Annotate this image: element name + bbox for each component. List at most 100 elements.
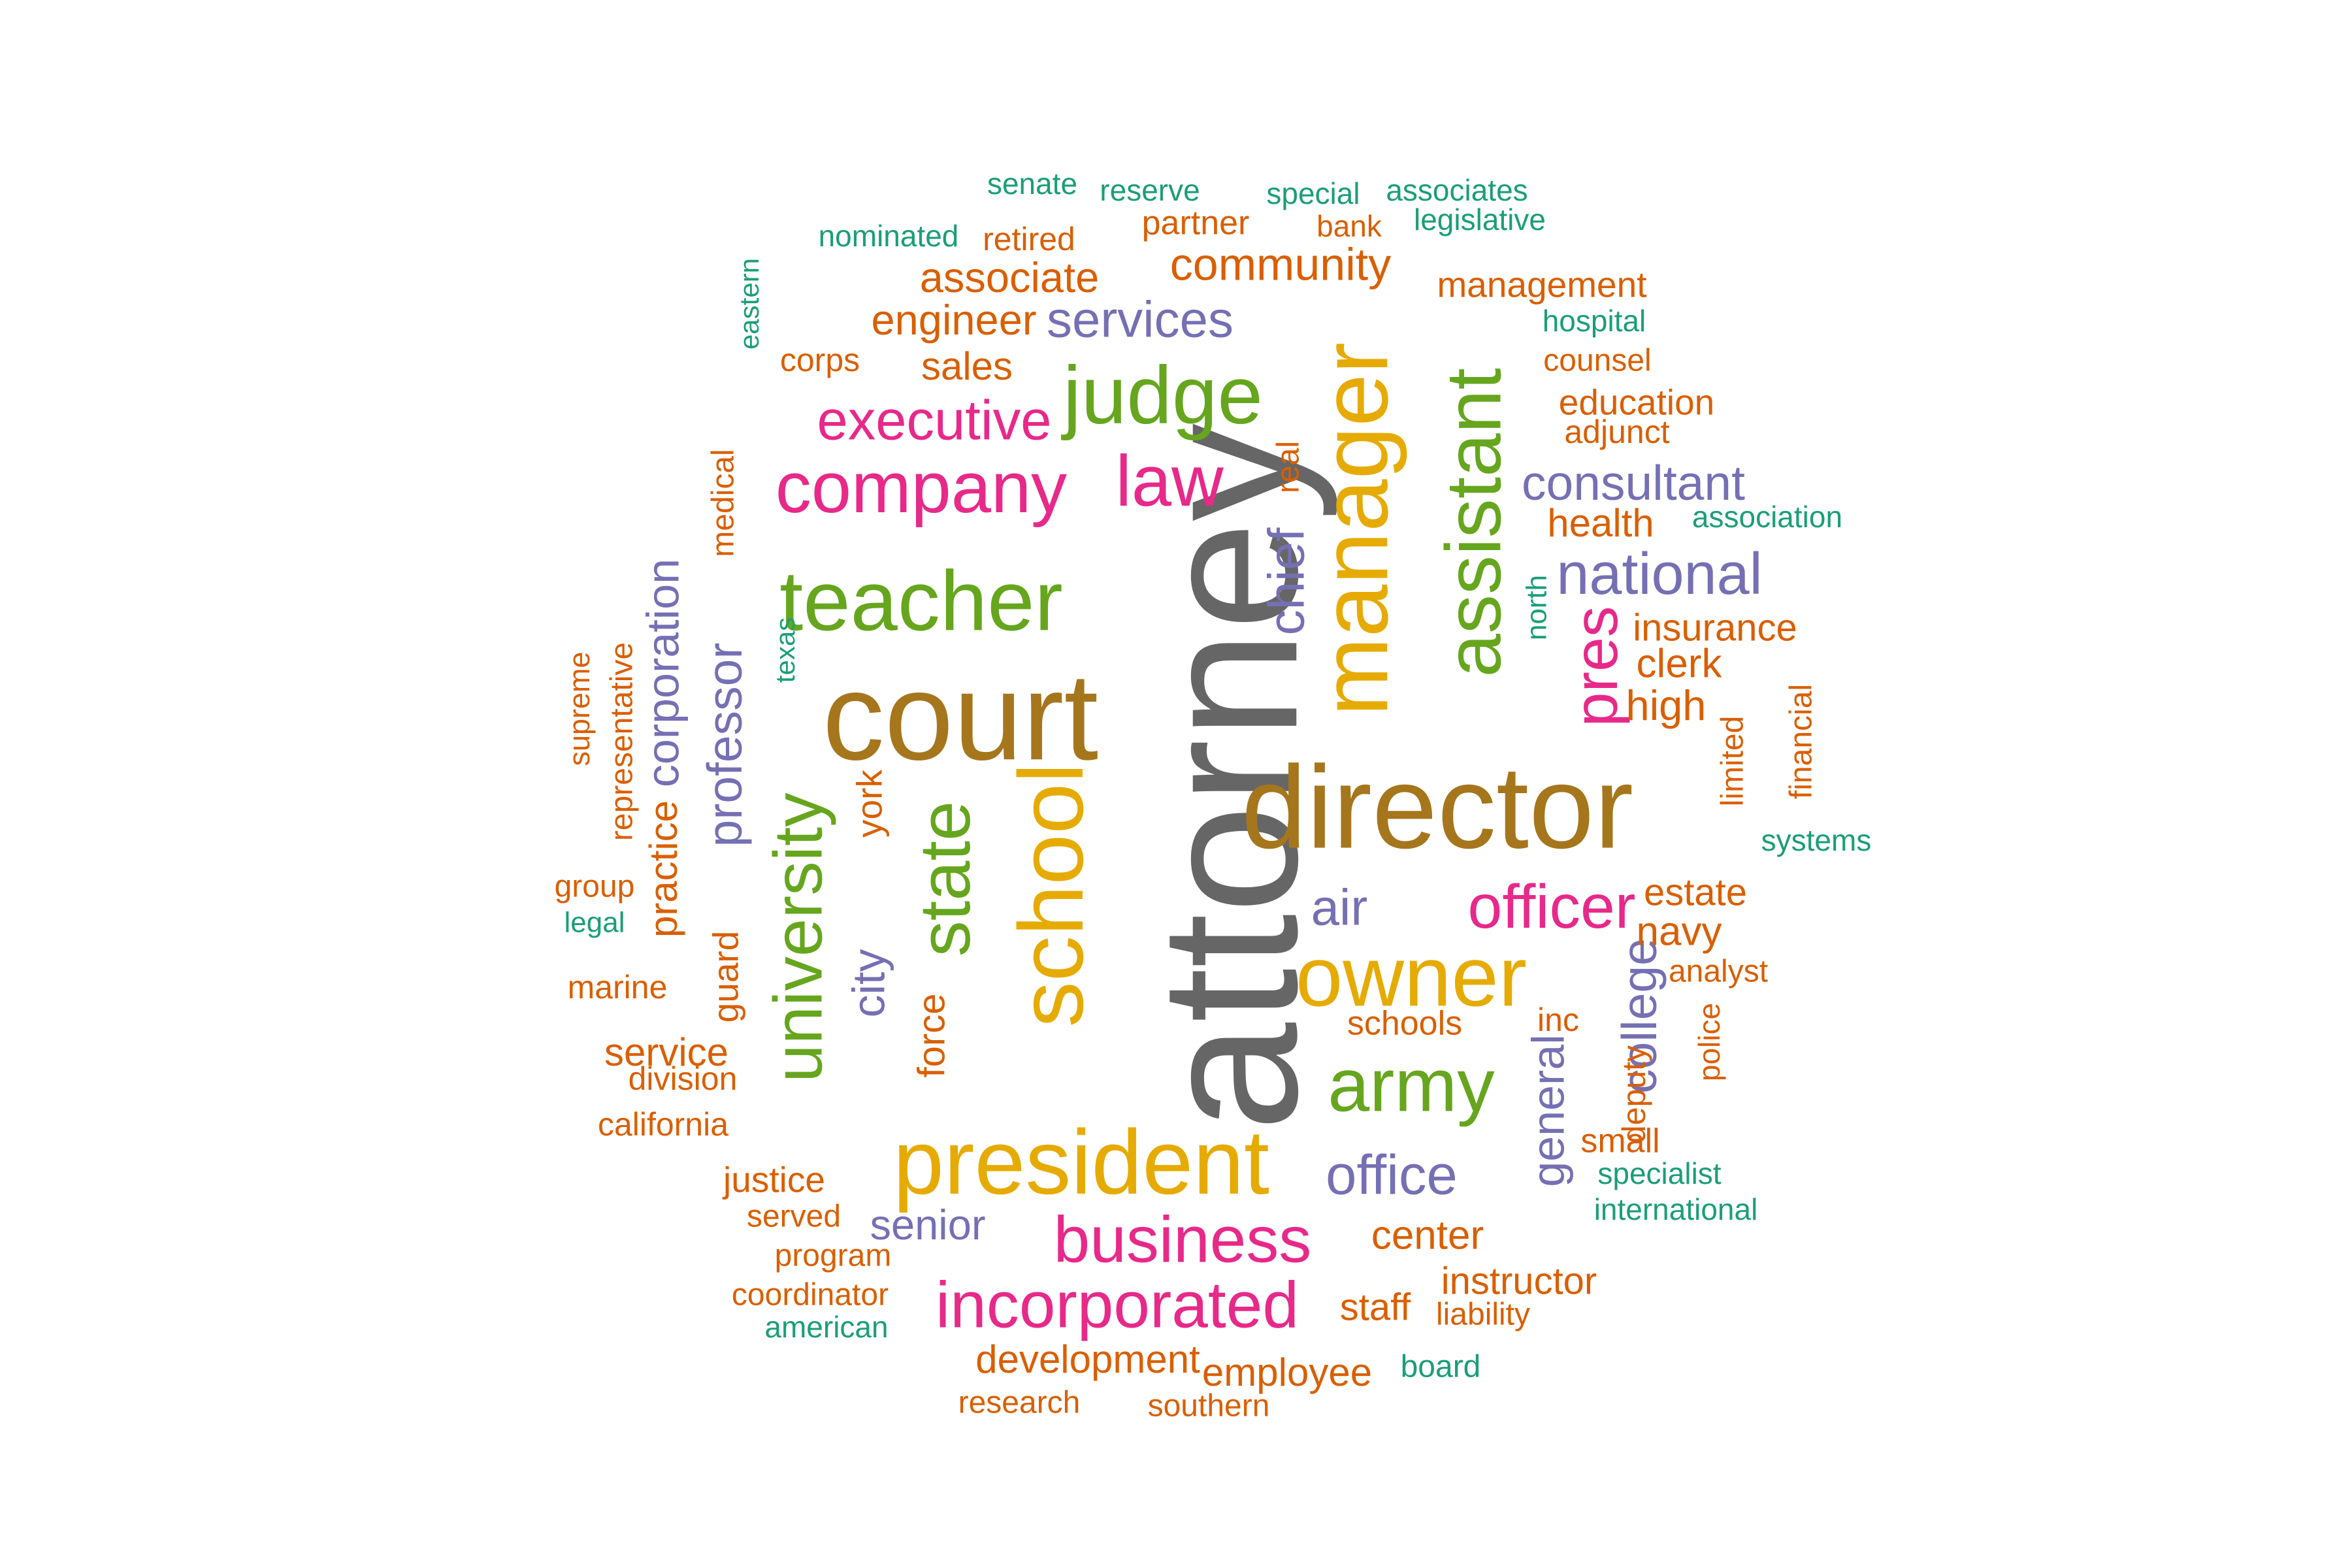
word-office: office <box>1326 1144 1458 1206</box>
word-york: york <box>849 770 890 838</box>
word-financial: financial <box>1784 684 1819 799</box>
word-justice: justice <box>722 1160 825 1200</box>
word-employee: employee <box>1202 1350 1372 1394</box>
word-schools: schools <box>1347 1005 1462 1043</box>
word-program: program <box>775 1239 892 1273</box>
word-liability: liability <box>1436 1298 1530 1332</box>
word-navy: navy <box>1637 909 1722 954</box>
word-development: development <box>975 1337 1200 1381</box>
word-manager: manager <box>1301 342 1407 716</box>
word-court: court <box>823 647 1098 786</box>
word-reserve: reserve <box>1100 173 1200 207</box>
word-president: president <box>893 1111 1269 1213</box>
word-medical: medical <box>706 449 741 557</box>
word-engineer: engineer <box>872 296 1037 344</box>
word-professor: professor <box>697 643 752 847</box>
word-division: division <box>629 1060 738 1097</box>
word-high: high <box>1626 681 1707 729</box>
word-retired: retired <box>983 221 1075 257</box>
word-school: school <box>1000 763 1102 1028</box>
word-hospital: hospital <box>1543 304 1646 338</box>
word-inc: inc <box>1537 1002 1579 1038</box>
word-executive: executive <box>817 389 1051 451</box>
word-real: real <box>1271 441 1306 493</box>
word-instructor: instructor <box>1441 1260 1597 1302</box>
word-police: police <box>1692 1003 1726 1081</box>
word-southern: southern <box>1148 1389 1270 1424</box>
word-specialist: specialist <box>1597 1156 1721 1190</box>
word-analyst: analyst <box>1669 955 1768 989</box>
word-university: university <box>760 792 837 1083</box>
word-senate: senate <box>987 167 1077 201</box>
word-senior: senior <box>870 1201 985 1249</box>
word-assistant: assistant <box>1430 368 1518 678</box>
word-general: general <box>1522 1034 1573 1187</box>
word-coordinator: coordinator <box>732 1278 889 1313</box>
word-health: health <box>1547 501 1654 545</box>
word-community: community <box>1170 238 1391 289</box>
word-chief: chief <box>1258 527 1315 635</box>
word-attorney: attorney <box>1119 423 1339 1132</box>
word-owner: owner <box>1296 928 1527 1024</box>
word-officer: officer <box>1468 872 1636 941</box>
word-association: association <box>1692 500 1842 534</box>
word-college: college <box>1612 938 1667 1094</box>
word-judge: judge <box>1060 350 1263 441</box>
word-services: services <box>1047 291 1233 348</box>
word-consultant: consultant <box>1522 455 1745 510</box>
word-force: force <box>910 994 953 1078</box>
word-incorporated: incorporated <box>936 1268 1299 1341</box>
word-estate: estate <box>1644 871 1747 913</box>
word-legal: legal <box>564 907 625 939</box>
word-partner: partner <box>1142 204 1250 242</box>
word-director: director <box>1241 742 1633 874</box>
word-small: small <box>1580 1122 1659 1160</box>
word-practice: practice <box>642 800 685 938</box>
word-research: research <box>958 1386 1081 1420</box>
word-center: center <box>1371 1213 1484 1258</box>
word-marine: marine <box>568 969 668 1005</box>
word-law: law <box>1115 441 1224 521</box>
word-american: american <box>764 1310 888 1344</box>
word-staff: staff <box>1340 1286 1411 1328</box>
word-deputy: deputy <box>1616 1045 1652 1143</box>
word-education: education <box>1559 382 1715 423</box>
word-special: special <box>1266 176 1360 210</box>
word-representative: representative <box>605 642 640 841</box>
word-city: city <box>843 949 894 1018</box>
word-legislative: legislative <box>1414 203 1546 237</box>
word-north: north <box>1521 575 1553 640</box>
word-adjunct: adjunct <box>1564 414 1669 450</box>
word-air: air <box>1311 879 1368 936</box>
word-eastern: eastern <box>734 258 764 350</box>
word-systems: systems <box>1761 823 1872 857</box>
word-sales: sales <box>921 344 1013 388</box>
word-company: company <box>776 448 1067 528</box>
word-business: business <box>1054 1203 1312 1276</box>
word-bank: bank <box>1316 209 1382 243</box>
word-california: california <box>598 1106 728 1143</box>
word-pres: pres <box>1561 606 1631 727</box>
word-associates: associates <box>1386 173 1527 207</box>
word-nominated: nominated <box>819 219 959 253</box>
word-state: state <box>905 801 985 956</box>
word-management: management <box>1437 265 1646 305</box>
word-texas: texas <box>770 617 800 683</box>
word-clerk: clerk <box>1637 641 1723 686</box>
word-service: service <box>604 1030 728 1074</box>
word-counsel: counsel <box>1543 344 1651 378</box>
word-international: international <box>1594 1192 1758 1226</box>
word-national: national <box>1556 542 1762 607</box>
word-group: group <box>555 870 635 904</box>
word-guard: guard <box>706 931 746 1023</box>
word-teacher: teacher <box>779 553 1063 648</box>
word-limited: limited <box>1716 716 1750 807</box>
word-associate: associate <box>920 253 1100 301</box>
word-insurance: insurance <box>1633 606 1797 649</box>
word-corps: corps <box>780 342 860 378</box>
word-board: board <box>1401 1350 1481 1384</box>
word-army: army <box>1328 1043 1495 1127</box>
